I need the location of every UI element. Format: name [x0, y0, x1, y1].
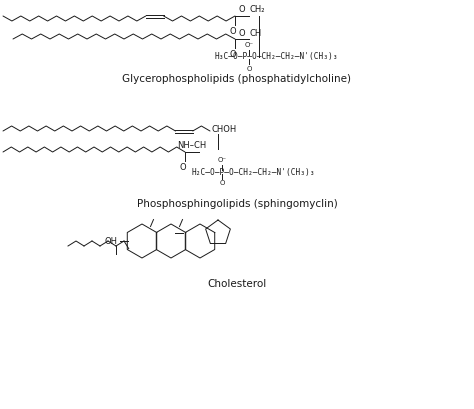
Text: O: O [230, 27, 237, 36]
Text: O: O [230, 50, 237, 59]
Text: CHOH: CHOH [212, 124, 237, 133]
Text: O: O [219, 180, 225, 186]
Text: OH: OH [105, 236, 118, 245]
Text: Glycerophospholipids (phosphatidylcholine): Glycerophospholipids (phosphatidylcholin… [122, 74, 352, 84]
Text: Cholesterol: Cholesterol [207, 279, 266, 289]
Text: CH: CH [250, 29, 262, 38]
Text: CH₂: CH₂ [250, 5, 265, 14]
Text: O: O [239, 29, 246, 38]
Text: NH–CH: NH–CH [177, 142, 207, 151]
Text: H₃C–O–P–O–CH₂–CH₂–N'(CH₃)₃: H₃C–O–P–O–CH₂–CH₂–N'(CH₃)₃ [215, 52, 338, 61]
Text: O: O [180, 163, 186, 172]
Text: H₂C–O–P–O–CH₂–CH₂–N'(CH₃)₃: H₂C–O–P–O–CH₂–CH₂–N'(CH₃)₃ [192, 168, 316, 177]
Text: O: O [246, 66, 252, 72]
Text: O: O [239, 5, 246, 14]
Text: O⁻: O⁻ [218, 157, 227, 163]
Text: O⁻: O⁻ [245, 42, 254, 48]
Text: Phosphosphingolipids (sphingomyclin): Phosphosphingolipids (sphingomyclin) [137, 199, 337, 209]
